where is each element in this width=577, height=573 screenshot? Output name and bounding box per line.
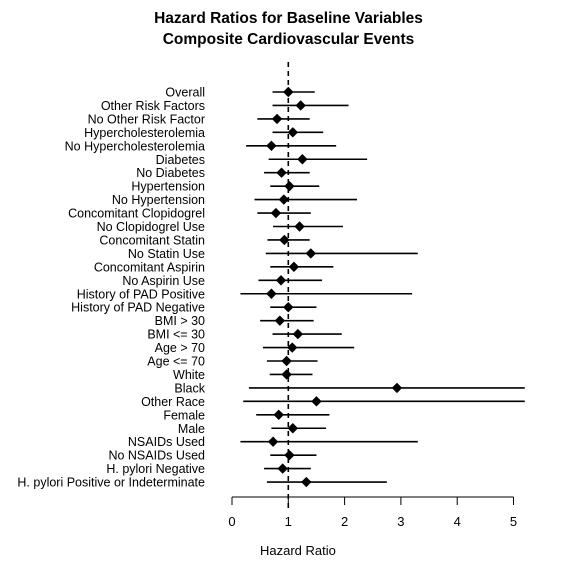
hr-point (311, 396, 322, 407)
hr-point (270, 207, 282, 219)
hr-point (391, 382, 403, 394)
x-tick-label: 3 (397, 514, 404, 529)
row-label: History of PAD Negative (71, 301, 205, 315)
row-label: Overall (165, 86, 205, 100)
hr-point (271, 113, 283, 125)
hr-point (295, 100, 306, 111)
hr-point (267, 436, 279, 447)
row-label: History of PAD Positive (77, 287, 205, 301)
row-label: Concomitant Aspirin (94, 260, 205, 274)
row-label: Black (174, 381, 205, 395)
row-label: Concomitant Clopidogrel (68, 207, 205, 221)
row-label: H. pylori Positive or Indeterminate (17, 476, 205, 490)
chart-title-line-2: Composite Cardiovascular Events (162, 31, 415, 48)
hr-point (294, 221, 305, 232)
hr-point (273, 409, 284, 420)
x-tick-label: 4 (454, 514, 461, 529)
hr-point (287, 342, 298, 353)
hr-point (266, 140, 277, 151)
hr-point (274, 315, 286, 326)
x-tick-label: 0 (228, 514, 235, 529)
row-label: NSAIDs Used (128, 435, 205, 449)
row-label: No Hypertension (112, 193, 205, 207)
row-label: Concomitant Statin (99, 233, 205, 247)
hr-point (305, 248, 317, 259)
hr-point (283, 302, 294, 313)
hr-point (287, 127, 299, 138)
row-label: White (173, 368, 205, 382)
hr-point (284, 449, 295, 461)
row-label: No NSAIDs Used (108, 449, 205, 463)
row-label: Hypercholesterolemia (84, 126, 205, 140)
hr-point (292, 328, 304, 340)
x-axis-label: Hazard Ratio (260, 543, 336, 558)
hr-point (275, 275, 287, 286)
x-tick-label: 2 (341, 514, 348, 529)
row-label: Diabetes (156, 153, 205, 167)
row-label: Other Race (141, 395, 205, 409)
hr-point (266, 288, 277, 299)
x-tick-label: 5 (510, 514, 517, 529)
row-label: Female (163, 408, 205, 422)
hr-point (278, 194, 289, 205)
hr-point (276, 167, 287, 178)
row-label: Hypertension (131, 180, 205, 194)
row-label: No Hypercholesterolemia (65, 139, 205, 153)
row-label: H. pylori Negative (106, 462, 205, 476)
row-label: Male (178, 422, 205, 436)
row-label: No Clopidogrel Use (97, 220, 205, 234)
hr-point (284, 180, 295, 192)
hr-point (279, 234, 290, 246)
chart-title-line-1: Hazard Ratios for Baseline Variables (154, 10, 423, 27)
row-label: No Statin Use (128, 247, 205, 261)
hr-point (287, 423, 299, 434)
row-label: Age > 70 (155, 341, 205, 355)
hr-point (283, 86, 294, 98)
row-label: BMI <= 30 (147, 328, 205, 342)
x-tick-label: 1 (285, 514, 292, 529)
row-label: BMI > 30 (155, 314, 205, 328)
row-label: No Other Risk Factor (88, 112, 205, 126)
chart-title: Hazard Ratios for Baseline Variables Com… (0, 8, 577, 50)
hr-point (301, 476, 312, 488)
hr-point (297, 154, 308, 165)
hr-point (277, 463, 288, 474)
row-label: Age <= 70 (147, 355, 205, 369)
row-label: No Diabetes (136, 166, 205, 180)
hr-point (281, 369, 292, 380)
row-label: Other Risk Factors (101, 99, 205, 113)
row-label: No Aspirin Use (122, 274, 205, 288)
hr-point (288, 261, 300, 273)
hr-point (281, 355, 292, 367)
